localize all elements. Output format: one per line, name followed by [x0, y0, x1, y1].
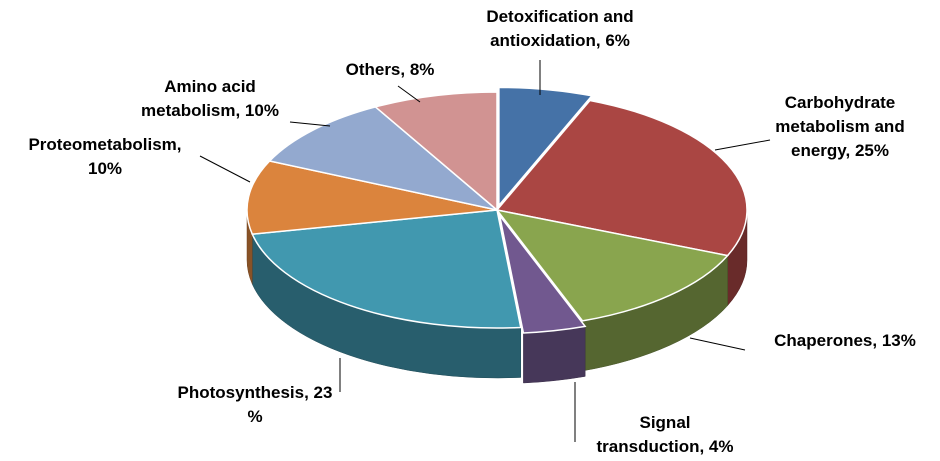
leader-line — [689, 337, 746, 351]
slice — [251, 209, 522, 329]
slice — [495, 99, 748, 257]
data-label: Others, 8% — [346, 60, 435, 79]
slice — [498, 86, 594, 208]
data-label: Detoxification and antioxidation, 6% — [486, 7, 633, 50]
data-label: Amino acid metabolism, 10% — [141, 77, 279, 120]
data-label: Signal transduction, 4% — [597, 413, 734, 456]
leader-line — [714, 139, 771, 151]
slice — [246, 160, 498, 235]
data-label: Proteometabolism, 10% — [28, 135, 181, 178]
leader-line — [397, 85, 421, 103]
leader-line — [199, 155, 251, 183]
data-label: Carbohydrate metabolism and energy, 25% — [775, 93, 904, 160]
slice — [495, 208, 730, 322]
slice — [268, 106, 498, 211]
leader-line — [289, 121, 331, 127]
data-label: Chaperones, 13% — [774, 331, 916, 350]
slice — [498, 215, 587, 334]
slice-side — [523, 326, 586, 384]
data-label: Photosynthesis, 23% — [178, 383, 333, 426]
slice — [373, 91, 498, 212]
